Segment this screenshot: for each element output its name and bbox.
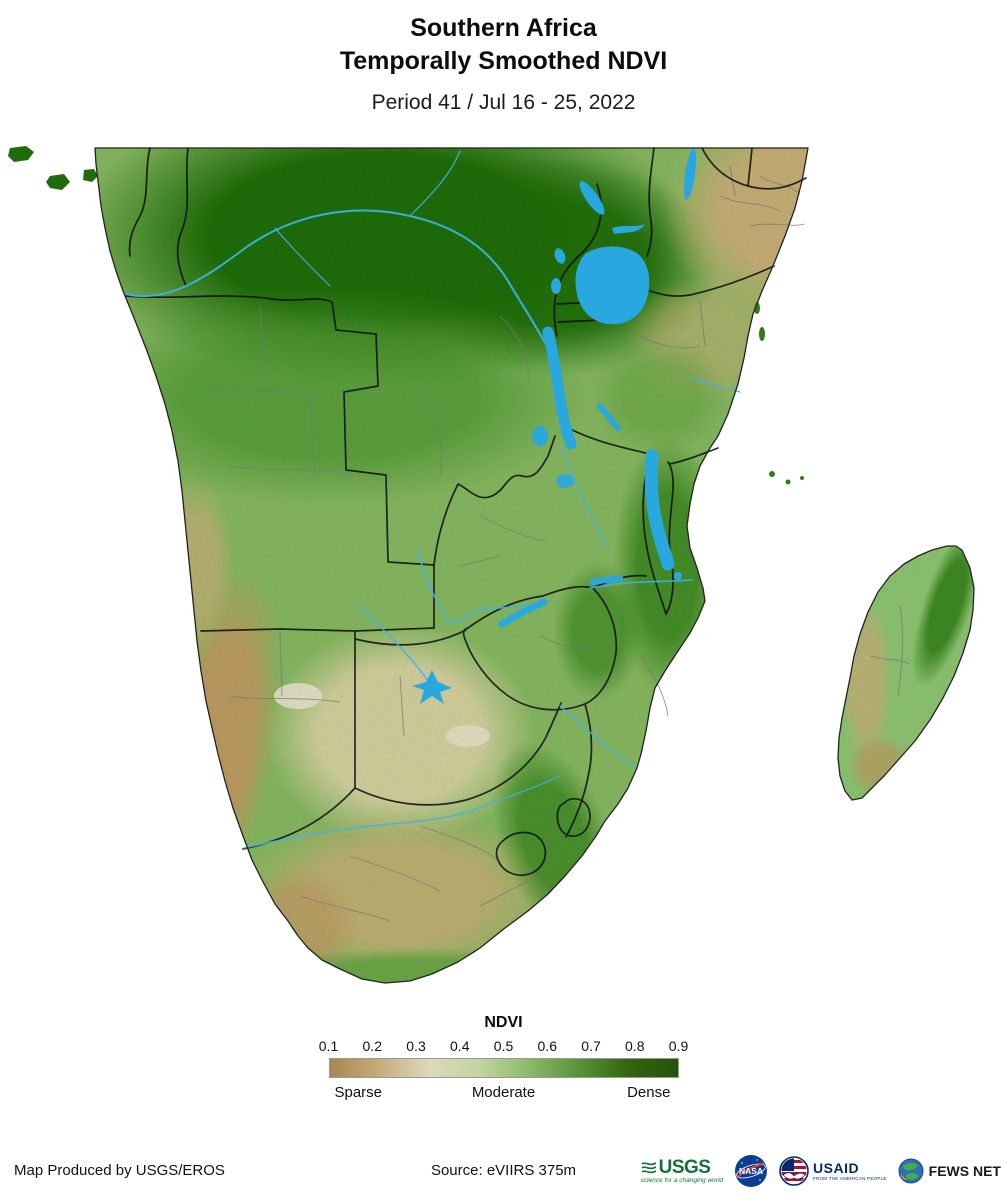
- zambezi-river: [417, 550, 541, 626]
- okavango-river: [359, 605, 431, 685]
- usgs-tagline: science for a changing world: [640, 1176, 724, 1184]
- rivers: [125, 150, 741, 849]
- legend-tick: 0.7: [581, 1038, 601, 1054]
- lake-cahora-bassa: [589, 575, 623, 585]
- legend-tick: 0.9: [668, 1038, 689, 1054]
- national-borders: [125, 147, 807, 876]
- map-subtitle: Period 41 / Jul 16 - 25, 2022: [371, 91, 636, 114]
- usgs-waves-icon: [641, 1162, 657, 1173]
- fewsnet-logo-text: FEWS NET: [928, 1163, 1001, 1179]
- lake-chilwa: [674, 572, 682, 580]
- nasa-logo: NASA: [735, 1155, 768, 1187]
- map-title-line2: Temporally Smoothed NDVI: [339, 47, 668, 75]
- lake-turkana: [683, 148, 697, 200]
- lake-rukwa: [597, 403, 621, 431]
- legend-tick: 0.3: [406, 1038, 426, 1054]
- lake-albert: [579, 181, 605, 215]
- map-title-line1: Southern Africa: [410, 14, 597, 42]
- coastline: [94, 147, 975, 984]
- footer: Map Produced by USGS/EROS Source: eVIIRS…: [0, 1146, 1007, 1195]
- lake-kyoga: [612, 224, 645, 234]
- lake-kivu: [551, 278, 561, 294]
- usaid-logo: USAID FROM THE AMERICAN PEOPLE: [779, 1156, 887, 1186]
- lake-victoria: [575, 246, 650, 325]
- legend-ticks: 0.1 0.2 0.3 0.4 0.5 0.6 0.7 0.8 0.9: [319, 1038, 688, 1056]
- legend-title: NDVI: [484, 1014, 523, 1031]
- legend-label-moderate: Moderate: [471, 1084, 536, 1101]
- okavango-delta: [412, 670, 452, 704]
- limpopo-river: [559, 705, 637, 769]
- legend-label-dense: Dense: [627, 1084, 671, 1101]
- legend-tick: 0.4: [450, 1038, 470, 1054]
- legend-categories: Sparse Moderate Dense: [329, 1084, 679, 1106]
- lake-tanganyika: [542, 326, 577, 450]
- legend-tick: 0.6: [537, 1038, 557, 1054]
- legend-tick: 0.8: [625, 1038, 645, 1054]
- congo-river: [125, 209, 549, 349]
- header: Southern Africa Temporally Smoothed NDVI…: [0, 12, 1007, 115]
- legend-gradient-bar: [328, 1058, 679, 1078]
- data-source: Source: eVIIRS 375m: [430, 1162, 577, 1179]
- island-zanzibar: [759, 327, 765, 341]
- ndvi-shading: [8, 146, 974, 983]
- legend: NDVI 0.1 0.2 0.3 0.4 0.5 0.6 0.7 0.8 0.9…: [0, 1014, 1007, 1122]
- usgs-logo: USGS science for a changing world: [641, 1158, 723, 1185]
- island-comoros-3: [800, 476, 804, 480]
- fewsnet-globe-icon: [898, 1158, 924, 1184]
- lake-malawi: [644, 449, 675, 571]
- lake-edward: [554, 248, 566, 264]
- legend-label-sparse: Sparse: [334, 1084, 383, 1101]
- map-credit: Map Produced by USGS/EROS: [14, 1162, 225, 1179]
- usaid-tagline: FROM THE AMERICAN PEOPLE: [813, 1175, 887, 1181]
- admin-borders: [199, 165, 911, 922]
- lakes: [412, 148, 697, 704]
- island-comoros-2: [785, 479, 791, 485]
- lake-mweru: [532, 426, 548, 446]
- usaid-logo-text: USAID: [813, 1159, 860, 1176]
- fewsnet-logo: FEWS NET: [898, 1158, 1001, 1184]
- ndvi-map: [0, 136, 1007, 1018]
- logo-strip: USGS science for a changing world NASA: [641, 1150, 1001, 1192]
- svg-text:NASA: NASA: [739, 1166, 763, 1176]
- lake-bangweulu: [556, 474, 574, 488]
- lake-kariba: [498, 598, 548, 628]
- island-comoros-1: [769, 471, 775, 477]
- orange-river: [243, 807, 479, 849]
- usaid-emblem-icon: [779, 1156, 809, 1186]
- usgs-logo-text: USGS: [658, 1156, 711, 1178]
- map-svg: [8, 146, 975, 984]
- legend-tick: 0.1: [318, 1038, 339, 1054]
- legend-tick: 0.2: [362, 1038, 382, 1054]
- legend-tick: 0.5: [493, 1038, 514, 1054]
